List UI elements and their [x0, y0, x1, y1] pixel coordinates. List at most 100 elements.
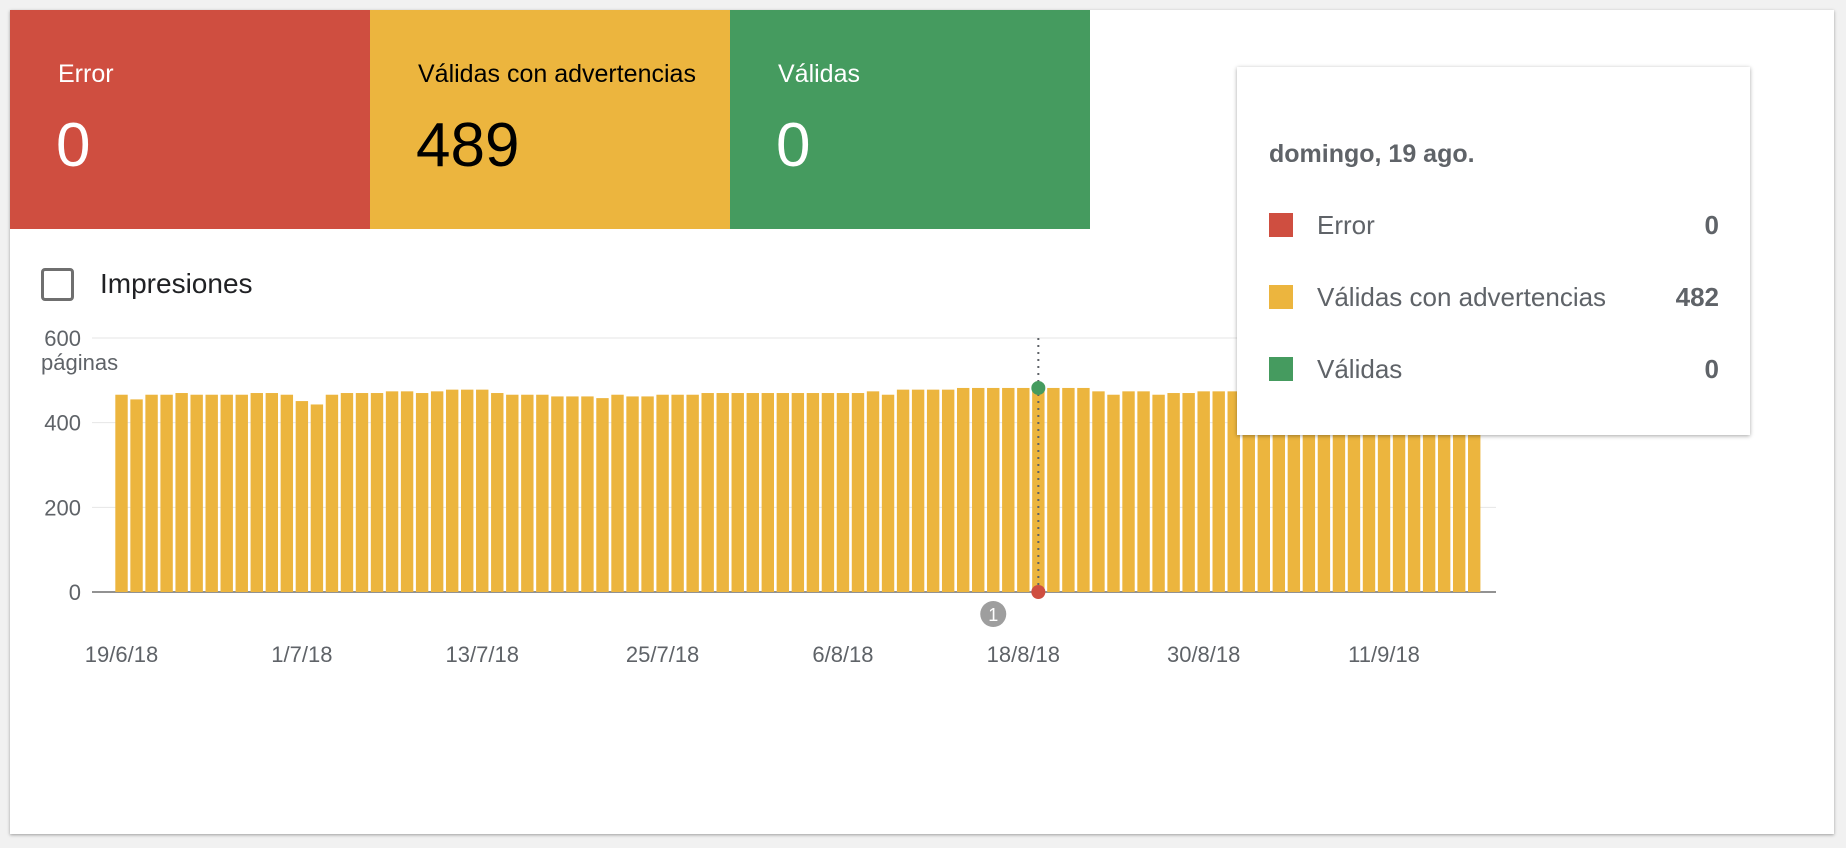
bar	[1242, 391, 1255, 592]
bar	[791, 393, 805, 592]
bar	[235, 394, 248, 592]
hover-marker-error	[1031, 585, 1046, 599]
bar	[926, 389, 940, 592]
bar	[1287, 389, 1301, 592]
bar	[566, 396, 579, 592]
legend-swatch	[1269, 213, 1293, 237]
tile-label: Error	[58, 60, 114, 88]
bar	[1197, 391, 1210, 592]
bar	[716, 393, 729, 592]
bar	[445, 389, 459, 592]
tooltip-row-name: Error	[1317, 210, 1375, 240]
bar	[911, 389, 925, 592]
bar	[1137, 391, 1150, 592]
x-tick-label: 11/9/18	[1348, 642, 1420, 667]
bar	[280, 394, 294, 592]
bar	[1272, 391, 1286, 592]
bar	[1212, 391, 1225, 592]
bar	[671, 394, 684, 592]
y-tick-label: 400	[44, 411, 81, 436]
bar	[1302, 389, 1316, 592]
bar	[1152, 394, 1165, 592]
bar	[972, 387, 985, 592]
bar	[190, 394, 203, 592]
bar	[130, 399, 143, 592]
bar	[821, 393, 835, 592]
bar	[1167, 393, 1180, 592]
x-tick-label: 1/7/18	[271, 642, 332, 667]
bar	[1062, 387, 1075, 592]
bar	[701, 393, 714, 592]
bar	[310, 404, 324, 592]
bar	[175, 393, 188, 592]
bar	[596, 398, 609, 592]
annotation-marker[interactable]	[980, 601, 1007, 627]
legend-swatch	[1269, 357, 1293, 381]
bar	[1122, 391, 1135, 592]
tooltip-row-value: 0	[1704, 354, 1719, 384]
tooltip-row-value: 0	[1704, 210, 1719, 240]
bar	[325, 394, 339, 592]
bar	[896, 389, 910, 592]
status-tile-valid-with-warnings[interactable]: Válidas con advertencias 489	[370, 10, 730, 229]
y-tick-label: 600	[44, 326, 81, 351]
tile-label: Válidas con advertencias	[418, 60, 696, 88]
bar	[400, 391, 414, 592]
bar	[461, 389, 474, 592]
bar	[776, 393, 790, 592]
bar	[385, 391, 399, 592]
bar	[145, 394, 158, 592]
bar	[370, 393, 384, 592]
bar	[626, 396, 639, 592]
bar	[491, 393, 504, 592]
impressions-checkbox[interactable]	[41, 267, 74, 301]
annotation-label: 1	[988, 605, 998, 625]
x-tick-label: 30/8/18	[1167, 642, 1240, 667]
bar	[1257, 393, 1270, 592]
bar	[1227, 391, 1240, 592]
bar	[1468, 384, 1481, 592]
bar	[1347, 389, 1361, 592]
bar	[731, 393, 744, 592]
bar	[1362, 387, 1376, 592]
bar	[1032, 387, 1045, 592]
bar	[160, 394, 173, 592]
tooltip-row-name: Válidas	[1317, 354, 1403, 384]
bar	[1107, 394, 1120, 592]
bar	[415, 393, 429, 592]
bar	[1437, 386, 1451, 592]
coverage-bar-chart[interactable]: 0 200 400 600 19/6/18 1/7/18 13/7/18 25/7/18 6/8…	[10, 10, 1834, 834]
bar	[1407, 386, 1421, 592]
bar	[941, 389, 955, 592]
bar	[1317, 389, 1331, 592]
bar	[430, 391, 444, 592]
bar	[881, 394, 895, 592]
tooltip-date: domingo, 19 ago.	[1269, 140, 1475, 168]
bar	[1377, 387, 1391, 592]
status-tile-error[interactable]: Error 0	[10, 10, 370, 229]
impressions-toggle[interactable]: Impresiones	[41, 262, 253, 306]
bar	[205, 394, 218, 592]
bar	[220, 394, 233, 592]
impressions-label: Impresiones	[100, 268, 253, 299]
tooltip-row-valid: Válidas 0	[1269, 350, 1719, 390]
x-tick-label: 18/8/18	[987, 642, 1060, 667]
bar	[355, 393, 369, 592]
bar	[340, 393, 354, 592]
status-tile-valid[interactable]: Válidas 0	[730, 10, 1090, 229]
bar	[521, 394, 534, 592]
bar	[746, 393, 759, 592]
bar	[656, 394, 669, 592]
bar	[1092, 391, 1105, 592]
bar	[1017, 387, 1030, 592]
y-tick-label: 0	[69, 580, 81, 605]
bar	[987, 387, 1000, 592]
bar	[1047, 387, 1060, 592]
legend-swatch	[1269, 285, 1293, 309]
bar	[1182, 393, 1195, 592]
tile-value: 0	[56, 111, 91, 180]
bar	[1077, 387, 1090, 592]
bar	[836, 393, 850, 592]
tile-value: 489	[416, 111, 520, 180]
bar	[536, 394, 549, 592]
